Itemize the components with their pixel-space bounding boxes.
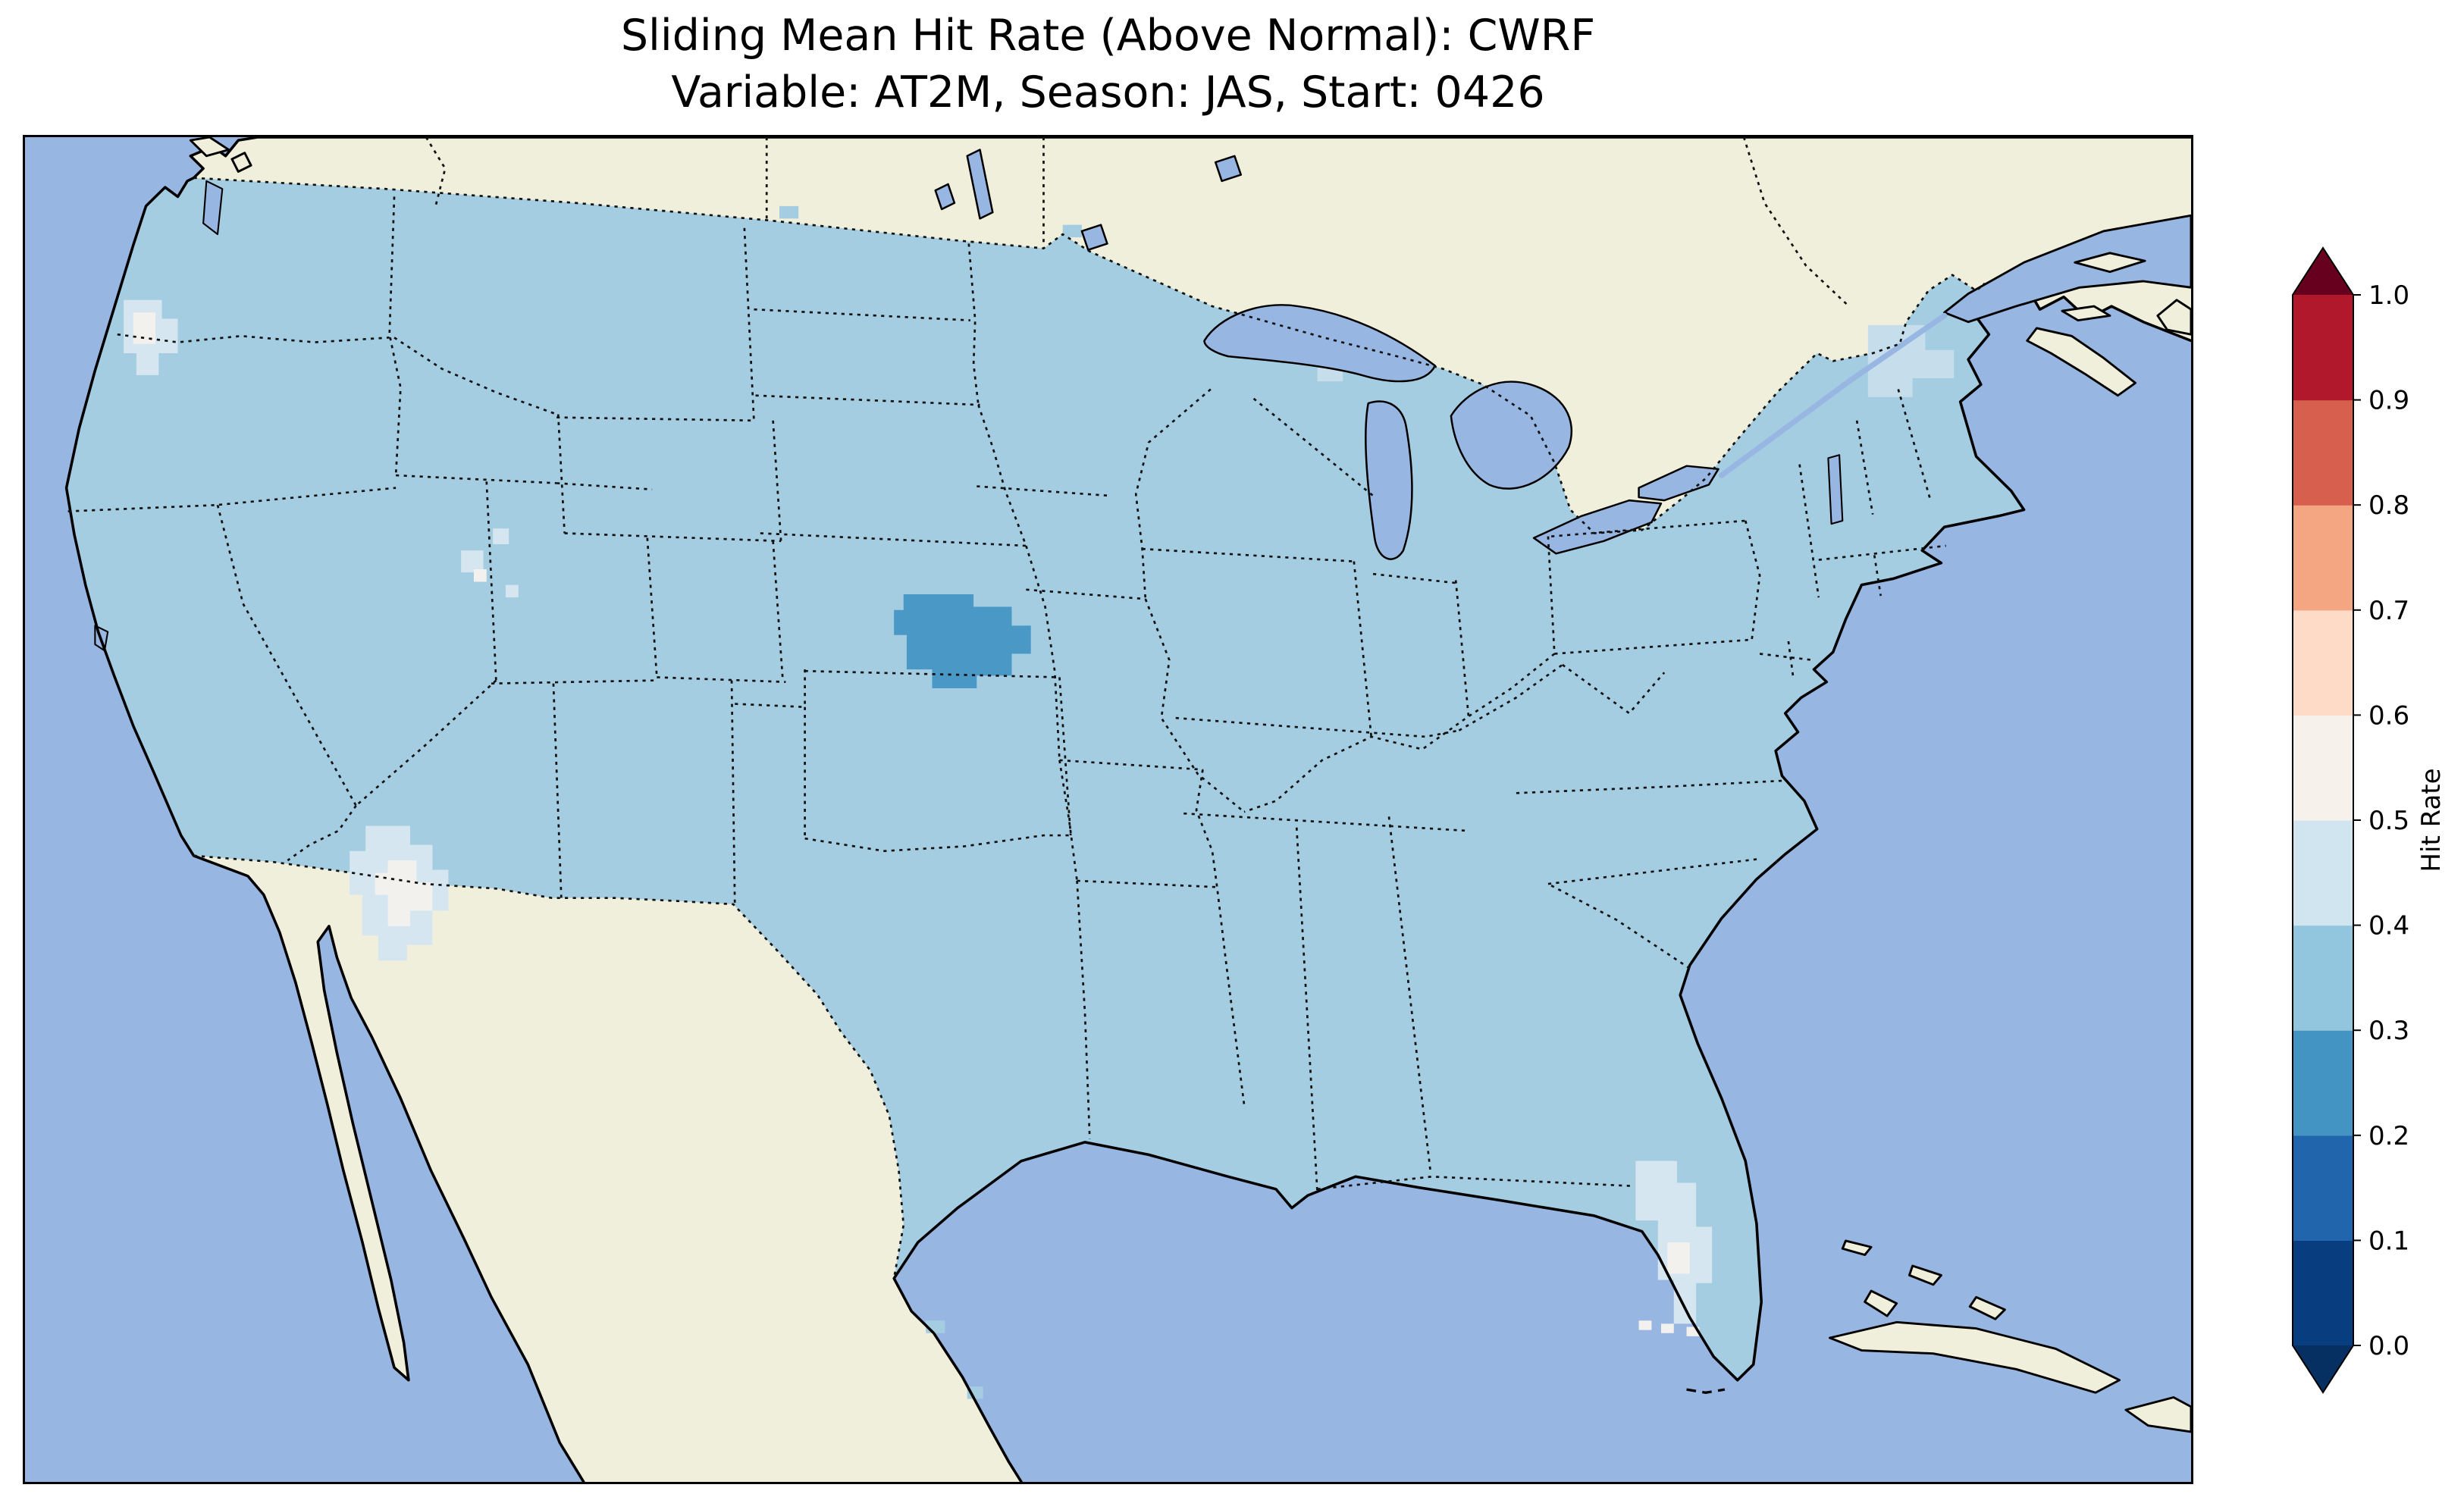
colorbar-cell — [2293, 820, 2353, 926]
colorbar-tick-label: 0.8 — [2368, 490, 2409, 521]
hispaniola — [2124, 1396, 2191, 1433]
colorbar-cells — [2292, 246, 2354, 1394]
international-borders — [193, 177, 1985, 1279]
patch-utah-pale-2 — [493, 528, 509, 544]
figure-title: Sliding Mean Hit Rate (Above Normal): CW… — [23, 8, 2193, 121]
lake-superior — [1203, 304, 1437, 383]
bleed-cell-canada-1 — [779, 205, 799, 219]
colorbar-tick-label: 0.5 — [2368, 806, 2409, 836]
patch-utah-pale-3 — [505, 584, 519, 598]
map-svg — [25, 137, 2191, 1482]
lake-ontario — [1638, 465, 1719, 502]
bahamas-2 — [1908, 1264, 1942, 1286]
lake-winnipeg — [966, 149, 994, 220]
lake-champlain — [1827, 454, 1844, 525]
bahamas-3 — [1968, 1295, 2006, 1320]
patch-maine-subtle — [1867, 324, 1955, 397]
colorbar-under-arrow — [2293, 1345, 2353, 1392]
state-borders — [67, 137, 1946, 1193]
colorbar-tick-label: 0.0 — [2368, 1331, 2409, 1361]
bahamas-andros — [1864, 1289, 1898, 1317]
colorbar-cell — [2293, 1135, 2353, 1241]
patch-florida-dash-1 — [1638, 1320, 1652, 1330]
patch-utah-pale-1 — [461, 550, 484, 573]
colorbar-tick-label: 0.3 — [2368, 1016, 2409, 1046]
colorbar-tick-label: 0.2 — [2368, 1121, 2409, 1151]
us-canada-border — [193, 177, 1985, 534]
colorbar-cell — [2293, 925, 2353, 1031]
colorbar-tick-label: 0.7 — [2368, 596, 2409, 626]
hit-rate-patches — [124, 205, 1955, 1399]
figure-title-line2: Variable: AT2M, Season: JAS, Start: 0426 — [671, 67, 1545, 118]
lake-michigan — [1364, 400, 1413, 560]
anticosti-island — [2074, 252, 2146, 274]
cuba — [1829, 1320, 2121, 1394]
colorbar-cell — [2293, 609, 2353, 716]
patch-florida-white — [1667, 1242, 1690, 1274]
colorbar-tick-label: 1.0 — [2368, 280, 2409, 311]
colorbar-cell — [2293, 399, 2353, 506]
colorbar-tick-label: 0.4 — [2368, 911, 2409, 941]
puget-sound — [202, 180, 224, 236]
florida-keys — [1686, 1388, 1726, 1394]
colorbar-tick-label: 0.1 — [2368, 1226, 2409, 1256]
colorbar-axis-label: Hit Rate — [2416, 768, 2447, 872]
islands — [189, 137, 2191, 1433]
lake-nipigon — [1214, 155, 1243, 183]
lakes — [94, 149, 1844, 652]
lake-manitoba — [934, 183, 956, 211]
lake-of-the-woods — [1080, 224, 1108, 251]
lake-erie — [1532, 499, 1663, 555]
patch-utah-white — [473, 568, 487, 582]
colorbar-cell — [2293, 505, 2353, 611]
us-mexico-border — [193, 854, 905, 1279]
colorbar-cell — [2293, 295, 2353, 401]
coastline — [64, 137, 2191, 1482]
bahamas-1 — [1841, 1239, 1873, 1256]
map-panel — [23, 135, 2193, 1484]
colorbar-ticks: 0.0 0.1 0.2 0.3 0.4 0.5 0.6 0.7 0.8 0.9 1.0 — [2353, 280, 2409, 1361]
lake-huron — [1450, 381, 1573, 490]
patch-nebraska-dark — [894, 594, 1031, 688]
patch-florida-dash-2 — [1660, 1323, 1674, 1333]
colorbar-cell — [2293, 1030, 2353, 1136]
figure-title-line1: Sliding Mean Hit Rate (Above Normal): CW… — [620, 11, 1596, 61]
colorbar-svg: 0.0 0.1 0.2 0.3 0.4 0.5 0.6 0.7 0.8 0.9 1.0 Hit Ra… — [2292, 246, 2447, 1394]
newfoundland — [2156, 299, 2191, 336]
patch-washington-white — [133, 312, 156, 344]
colorbar: 0.0 0.1 0.2 0.3 0.4 0.5 0.6 0.7 0.8 0.9 1.0 Hit Ra… — [2291, 246, 2464, 1395]
patch-arizona-white — [375, 860, 433, 926]
vancouver-island — [189, 137, 230, 158]
prince-edward-island — [2061, 305, 2111, 322]
colorbar-tick-label: 0.6 — [2368, 700, 2409, 731]
colorbar-cell — [2293, 715, 2353, 821]
nova-scotia — [2026, 327, 2136, 397]
colorbar-cell — [2293, 1240, 2353, 1346]
gulf-of-st-lawrence — [1943, 214, 2191, 324]
colorbar-tick-label: 0.9 — [2368, 386, 2409, 416]
colorbar-over-arrow — [2293, 248, 2353, 295]
gulf-islands — [230, 152, 252, 173]
st-lawrence-river — [1719, 312, 1948, 478]
bleed-cell-canada-2 — [1062, 224, 1082, 238]
